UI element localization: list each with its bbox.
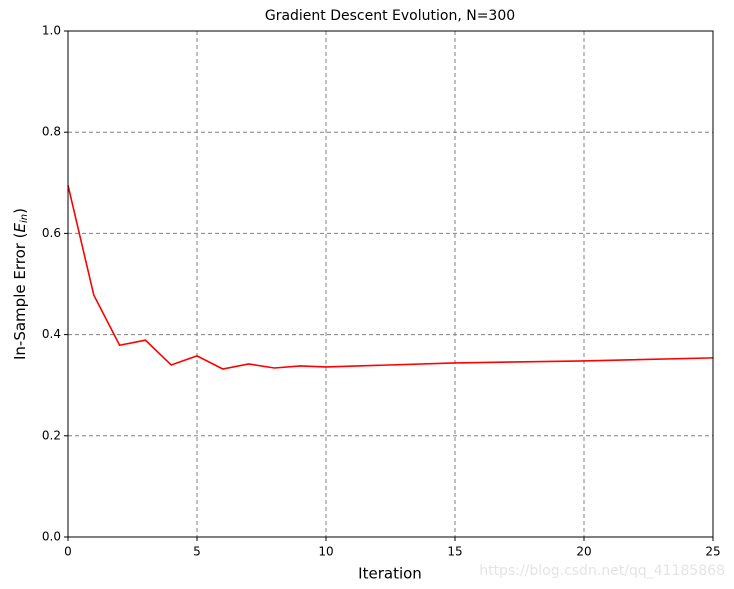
y-label-close: ) — [11, 208, 29, 214]
y-label-symbol: E — [11, 222, 29, 232]
y-tick-label: 0.2 — [42, 428, 61, 442]
x-tick-label: 20 — [576, 545, 591, 559]
x-tick-label: 5 — [193, 545, 201, 559]
x-tick-label: 10 — [318, 545, 333, 559]
x-tick-label: 25 — [705, 545, 720, 559]
y-tick-label: 0.8 — [42, 125, 61, 139]
chart-title: Gradient Descent Evolution, N=300 — [265, 8, 515, 24]
y-label-text: In-Sample Error ( — [11, 232, 29, 360]
y-label-subscript: in — [19, 214, 30, 223]
data-line — [67, 185, 714, 370]
x-tick-label: 0 — [64, 545, 72, 559]
x-axis-label: Iteration — [358, 565, 422, 583]
y-tick-label: 0.6 — [42, 226, 61, 240]
y-tick-label: 0.0 — [42, 530, 61, 544]
watermark: https://blog.csdn.net/qq_41185868 — [479, 563, 725, 579]
y-tick-label: 0.4 — [42, 327, 61, 341]
y-tick-label: 1.0 — [42, 24, 61, 38]
y-axis-label: In-Sample Error (Ein) — [11, 208, 31, 360]
x-tick-label: 15 — [447, 545, 462, 559]
plot-frame — [67, 30, 714, 538]
